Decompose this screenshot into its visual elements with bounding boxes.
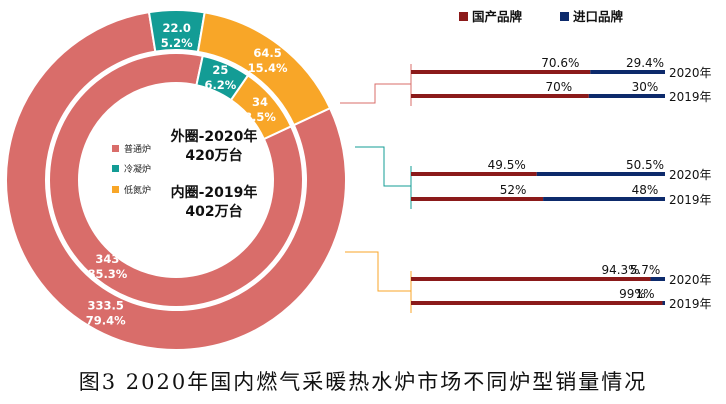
outer-value-condensing: 22.0 (163, 21, 191, 35)
bar-imported-condensing-1 (543, 197, 665, 201)
bar-label-domestic-low-nox-1: 99% (619, 287, 646, 301)
center-outer-total: 420万台 (185, 147, 242, 164)
bar-year-condensing-0: 2020年 (669, 168, 712, 182)
outer-slice-low-nox (196, 11, 332, 127)
inner-value-low-nox: 34 (252, 95, 268, 109)
bar-imported-condensing-0 (536, 172, 665, 176)
bar-label-imported-condensing-1: 48% (632, 183, 659, 197)
legend-label-regular: 普通炉 (124, 143, 151, 155)
bar-label-imported-regular-1: 30% (632, 80, 659, 94)
bar-imported-regular-1 (588, 94, 665, 98)
bar-imported-low-nox-1 (662, 301, 665, 305)
connector-low-nox (345, 251, 411, 292)
bar-label-domestic-low-nox-0: 94.3% (601, 263, 639, 277)
inner-value-condensing: 25 (212, 63, 228, 77)
bar-label-domestic-regular-1: 70% (545, 80, 572, 94)
center-inner-name: 内圈-2019年 (171, 184, 258, 201)
bar-year-regular-0: 2020年 (669, 66, 712, 80)
legend-label-low-nox: 低氮炉 (124, 184, 151, 196)
inner-value-regular: 343 (95, 252, 119, 266)
legend-swatch-low-nox (112, 186, 119, 193)
bar-label-imported-low-nox-0: 5.7% (630, 263, 661, 277)
outer-percent-low-nox: 15.4% (248, 61, 288, 75)
bar-label-imported-low-nox-1: 1% (635, 287, 654, 301)
legend-swatch-condensing (112, 165, 119, 172)
legend-label-condensing: 冷凝炉 (124, 163, 151, 175)
outer-slice-regular (5, 11, 347, 351)
connector-condensing (355, 146, 411, 187)
bar-domestic-low-nox-0 (411, 277, 651, 281)
bar-legend-swatch-domestic (459, 12, 468, 21)
bar-year-low-nox-1: 2019年 (669, 297, 712, 311)
bar-label-domestic-condensing-0: 49.5% (488, 158, 526, 172)
outer-value-regular: 333.5 (88, 299, 124, 313)
bar-domestic-regular-0 (411, 70, 591, 74)
bar-domestic-low-nox-1 (411, 301, 663, 305)
bar-domestic-condensing-0 (411, 172, 537, 176)
bar-legend-swatch-imported (560, 12, 569, 21)
bar-year-condensing-1: 2019年 (669, 193, 712, 207)
bar-imported-regular-0 (590, 70, 665, 74)
inner-slice-regular (48, 52, 304, 308)
bar-domestic-regular-1 (411, 94, 589, 98)
connector-regular (340, 83, 411, 104)
inner-percent-regular: 85.3% (87, 267, 127, 281)
center-inner-total: 402万台 (185, 203, 242, 220)
bar-label-imported-condensing-0: 50.5% (626, 158, 664, 172)
bar-label-domestic-condensing-1: 52% (500, 183, 527, 197)
outer-value-low-nox: 64.5 (253, 46, 281, 60)
bar-year-low-nox-0: 2020年 (669, 273, 712, 287)
figure-caption: 图3 2020年国内燃气采暖热水炉市场不同炉型销量情况 (78, 370, 648, 394)
bar-label-domestic-regular-0: 70.6% (541, 56, 579, 70)
bar-label-imported-regular-0: 29.4% (626, 56, 664, 70)
outer-percent-condensing: 5.2% (161, 36, 193, 50)
bar-domestic-condensing-1 (411, 197, 544, 201)
bar-legend-domestic: 国产品牌 (472, 9, 523, 24)
inner-percent-low-nox: 8.5% (244, 110, 276, 124)
bar-year-regular-1: 2019年 (669, 90, 712, 104)
center-outer-name: 外圈-2020年 (171, 128, 258, 145)
inner-slice-low-nox (229, 74, 293, 141)
bar-imported-low-nox-0 (650, 277, 665, 281)
legend-swatch-regular (112, 145, 119, 152)
inner-percent-condensing: 6.2% (204, 78, 236, 92)
outer-percent-regular: 79.4% (86, 314, 126, 328)
bar-legend-imported: 进口品牌 (573, 9, 624, 24)
